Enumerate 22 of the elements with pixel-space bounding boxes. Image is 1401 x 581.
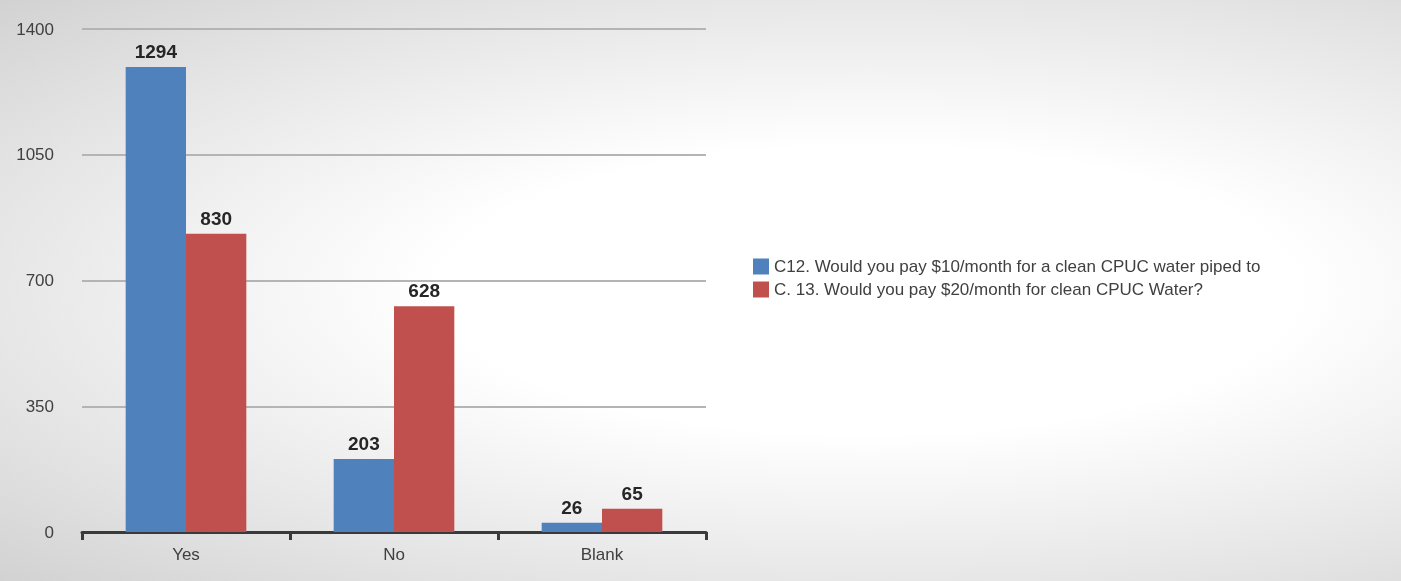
- data-label: 26: [561, 496, 583, 518]
- bar: [602, 508, 663, 532]
- y-tick-label: 1050: [16, 145, 54, 165]
- x-tick-label: Blank: [580, 545, 624, 564]
- bar: [125, 67, 186, 532]
- legend-label: C. 13. Would you pay $20/month for clean CPUC Water?: [774, 280, 1203, 299]
- data-label: 203: [347, 433, 380, 455]
- y-tick-label: 700: [25, 271, 54, 290]
- bar: [394, 306, 455, 532]
- y-tick-label: 350: [25, 396, 54, 416]
- y-tick-label: 1400: [16, 19, 54, 39]
- data-label: 65: [621, 482, 644, 504]
- x-tick-label: No: [383, 545, 405, 564]
- data-label: 1294: [134, 41, 178, 63]
- bar: [541, 522, 602, 532]
- bar: [186, 233, 247, 532]
- legend-label: C12. Would you pay $10/month for a clean CPUC water piped to: [774, 257, 1261, 276]
- data-label: 628: [408, 280, 441, 302]
- bar: [333, 459, 394, 532]
- y-tick-label: 0: [44, 522, 54, 542]
- data-label: 830: [200, 207, 233, 229]
- x-tick-label: Yes: [172, 545, 200, 564]
